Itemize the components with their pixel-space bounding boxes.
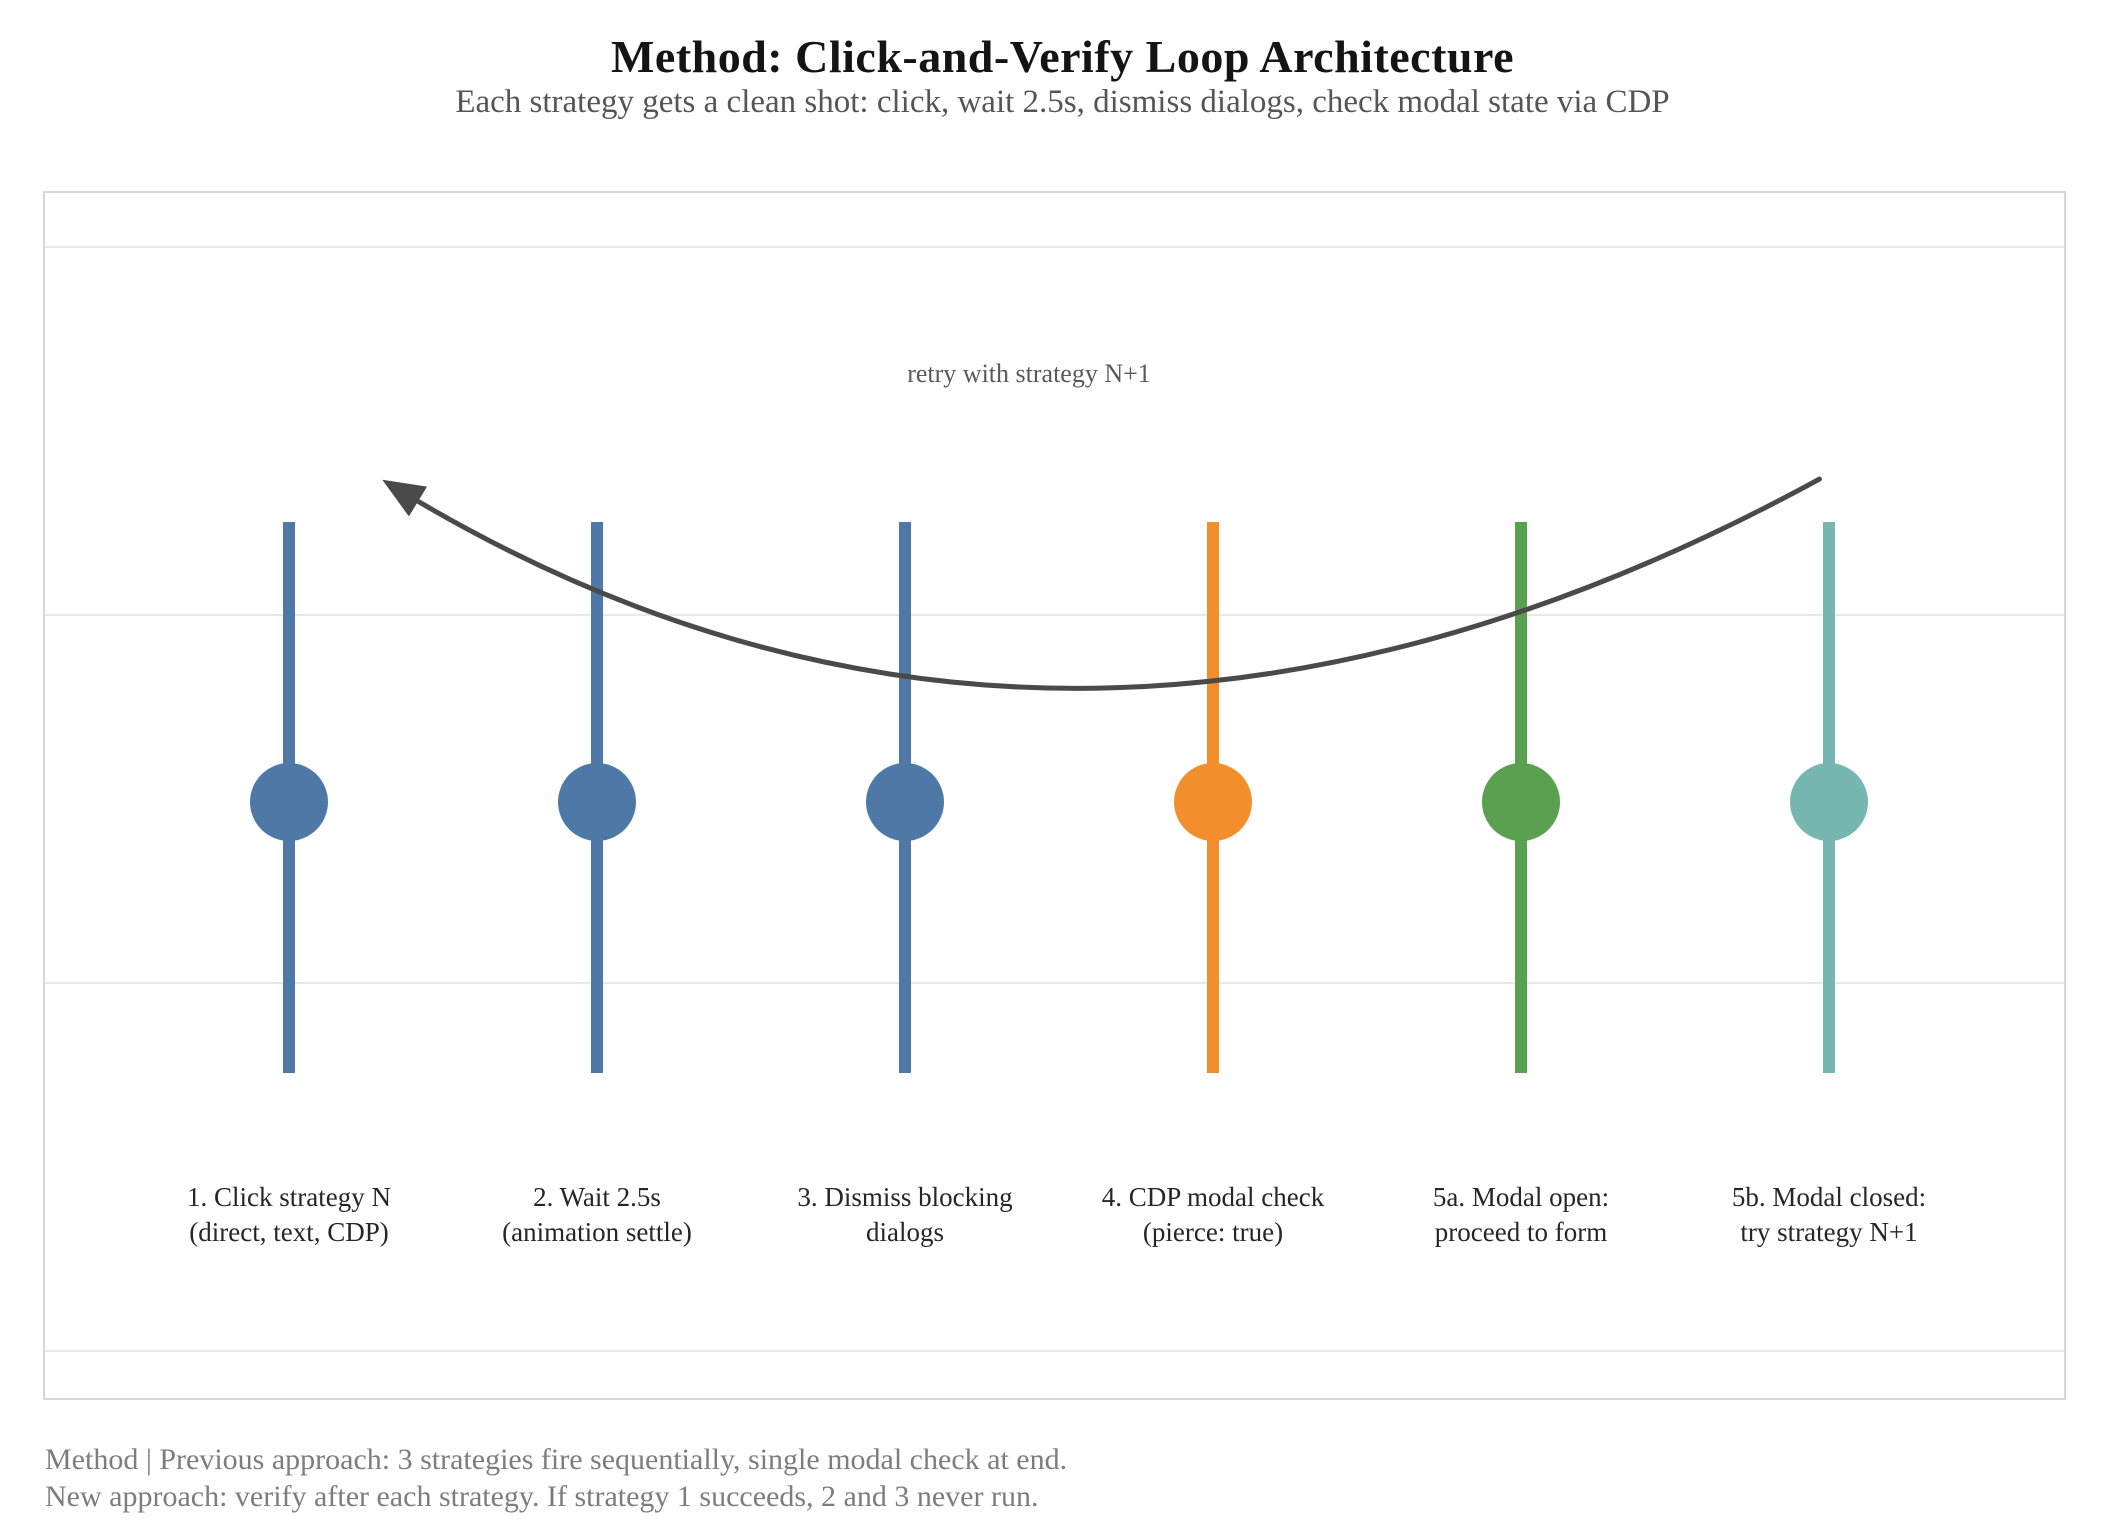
caption-line2: New approach: verify after each strategy… — [45, 1480, 1039, 1513]
step-4-label-line2: (pierce: true) — [1142, 1217, 1284, 1247]
gridline — [45, 1350, 2064, 1352]
page-title: Method: Click-and-Verify Loop Architectu… — [610, 31, 1515, 82]
step-2-label-line2: (animation settle) — [502, 1217, 692, 1247]
caption: Method | Previous approach: 3 strategies… — [45, 1441, 1067, 1515]
caption-line1: Method | Previous approach: 3 strategies… — [45, 1443, 1068, 1476]
step-1-label-line2: (direct, text, CDP) — [189, 1217, 389, 1247]
gridline — [45, 614, 2064, 616]
step-3-dot — [866, 763, 944, 841]
step-3-label-line1: 3. Dismiss blocking — [797, 1182, 1013, 1212]
retry-annotation: retry with strategy N+1 — [907, 359, 1151, 388]
step-3-label-line2: dialogs — [866, 1217, 944, 1247]
step-5b-label-line1: 5b. Modal closed: — [1731, 1182, 1927, 1212]
step-5b-dot — [1790, 763, 1868, 841]
step-1-label-line1: 1. Click strategy N — [187, 1182, 391, 1212]
step-4-label-line1: 4. CDP modal check — [1101, 1182, 1325, 1212]
gridline — [45, 246, 2064, 248]
step-2-label-line1: 2. Wait 2.5s — [533, 1182, 661, 1212]
step-3-label: 3. Dismiss blocking dialogs — [705, 1180, 1105, 1250]
step-2-dot — [558, 763, 636, 841]
step-5a-label-line2: proceed to form — [1434, 1217, 1608, 1247]
step-5a-label: 5a. Modal open: proceed to form — [1321, 1180, 1721, 1250]
step-1-dot — [250, 763, 328, 841]
step-4-label: 4. CDP modal check (pierce: true) — [1013, 1180, 1413, 1250]
step-5b-label: 5b. Modal closed: try strategy N+1 — [1629, 1180, 2029, 1250]
step-2-label: 2. Wait 2.5s (animation settle) — [397, 1180, 797, 1250]
page-subtitle: Each strategy gets a clean shot: click, … — [455, 84, 1670, 120]
gridline — [45, 982, 2064, 984]
retry-arrow-path — [382, 476, 1822, 691]
step-5a-dot — [1482, 763, 1560, 841]
step-5a-label-line1: 5a. Modal open: — [1432, 1182, 1610, 1212]
diagram-panel: 1. Click strategy N (direct, text, CDP) … — [43, 191, 2066, 1400]
step-1-label: 1. Click strategy N (direct, text, CDP) — [89, 1180, 489, 1250]
step-5b-label-line2: try strategy N+1 — [1740, 1217, 1918, 1247]
step-4-dot — [1174, 763, 1252, 841]
